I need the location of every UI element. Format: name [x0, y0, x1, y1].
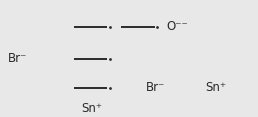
Text: Br⁻: Br⁻	[146, 81, 165, 94]
Text: Br⁻: Br⁻	[8, 52, 27, 65]
Text: Sn⁺: Sn⁺	[81, 102, 102, 115]
Text: Sn⁺: Sn⁺	[205, 81, 226, 94]
Text: O⁻⁻: O⁻⁻	[166, 20, 188, 33]
